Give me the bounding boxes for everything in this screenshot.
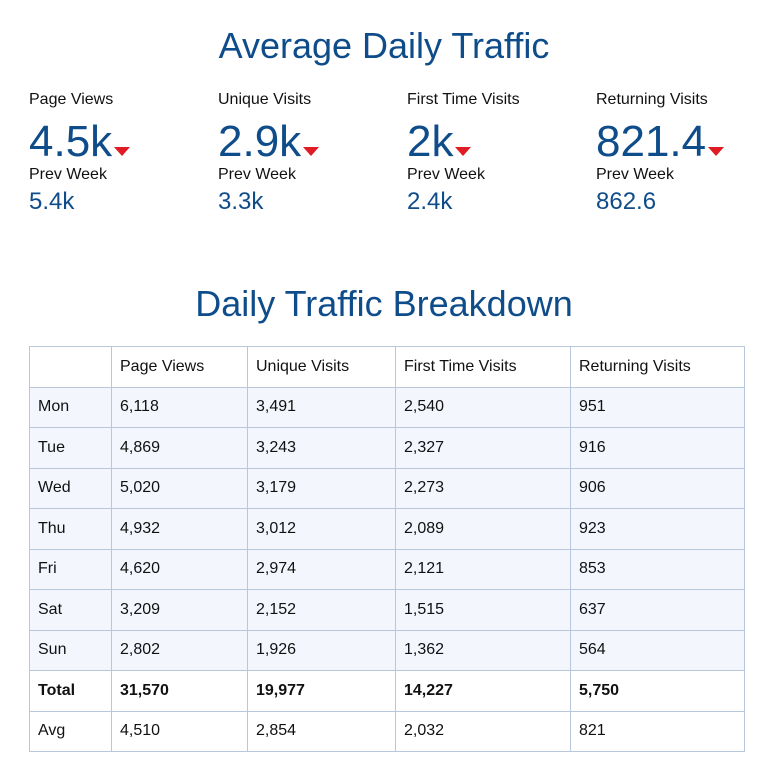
table-cell: 906 [570,467,745,509]
table-total-row: Total 31,570 19,977 14,227 5,750 [29,670,745,712]
daily-traffic-table: Page Views Unique Visits First Time Visi… [29,346,745,752]
prev-week-label: Prev Week [407,166,485,183]
table-cell: Sat [29,589,112,631]
metric-returning-visits: Returning Visits 821.4 Prev Week 862.6 [596,91,768,215]
table-cell: 19,977 [247,670,396,712]
table-cell: 3,209 [111,589,248,631]
table-cell: Avg [29,710,112,752]
metric-value-row: 4.5k [29,118,209,164]
table-cell: 5,020 [111,467,248,509]
table-cell: 923 [570,508,745,550]
metric-value: 821.4 [596,117,707,166]
table-cell: 3,179 [247,467,396,509]
header-cell-page-views: Page Views [111,346,248,388]
prev-week-value: 862.6 [596,188,657,215]
table-cell: 4,620 [111,548,248,590]
table-row: Tue 4,869 3,243 2,327 916 [29,427,745,469]
prev-week-value: 5.4k [29,188,75,215]
prev-week-value: 2.4k [407,188,453,215]
table-cell: 2,327 [395,427,571,469]
header-cell-day [29,346,112,388]
metric-label: Page Views [29,91,114,108]
table-cell: 916 [570,427,745,469]
table-cell: 2,273 [395,467,571,509]
table-cell: 4,869 [111,427,248,469]
metric-unique-visits: Unique Visits 2.9k Prev Week 3.3k [218,91,398,215]
table-row: Sun 2,802 1,926 1,362 564 [29,629,745,671]
metric-value-row: 2k [407,118,587,164]
down-triangle-icon [708,147,725,156]
prev-week-label: Prev Week [596,166,674,183]
table-row: Thu 4,932 3,012 2,089 923 [29,508,745,550]
table-avg-row: Avg 4,510 2,854 2,032 821 [29,710,745,752]
metric-first-time-visits: First Time Visits 2k Prev Week 2.4k [407,91,587,215]
table-row: Mon 6,118 3,491 2,540 951 [29,386,745,428]
table-cell: 821 [570,710,745,752]
table-cell: 637 [570,589,745,631]
header-cell-unique-visits: Unique Visits [247,346,396,388]
average-daily-traffic-title: Average Daily Traffic [218,25,550,66]
metric-label: Unique Visits [218,91,312,108]
table-cell: 3,012 [247,508,396,550]
table-row: Wed 5,020 3,179 2,273 906 [29,467,745,509]
table-cell: 3,243 [247,427,396,469]
table-cell: Tue [29,427,112,469]
table-cell: 2,152 [247,589,396,631]
metric-value-row: 2.9k [218,118,398,164]
table-cell: 4,510 [111,710,248,752]
table-cell: 3,491 [247,386,396,428]
prev-week-label: Prev Week [29,166,107,183]
table-cell: 1,926 [247,629,396,671]
down-triangle-icon [455,147,472,156]
down-triangle-icon [303,147,320,156]
prev-week-label: Prev Week [218,166,296,183]
table-cell: 2,802 [111,629,248,671]
metric-label: First Time Visits [407,91,520,108]
table-cell: 564 [570,629,745,671]
table-cell: Total [29,670,112,712]
table-header-row: Page Views Unique Visits First Time Visi… [29,346,745,388]
table-cell: 1,362 [395,629,571,671]
metric-value: 4.5k [29,117,113,166]
table-cell: 31,570 [111,670,248,712]
table-cell: Wed [29,467,112,509]
metric-label: Returning Visits [596,91,708,108]
table-cell: 2,032 [395,710,571,752]
header-cell-returning-visits: Returning Visits [570,346,745,388]
table-cell: Thu [29,508,112,550]
table-cell: Mon [29,386,112,428]
daily-traffic-breakdown-title: Daily Traffic Breakdown [195,283,573,324]
metric-value-row: 821.4 [596,118,768,164]
table-cell: 1,515 [395,589,571,631]
table-cell: Fri [29,548,112,590]
table-row: Sat 3,209 2,152 1,515 637 [29,589,745,631]
table-cell: 6,118 [111,386,248,428]
table-cell: 2,540 [395,386,571,428]
table-cell: 2,121 [395,548,571,590]
metric-value: 2k [407,117,454,166]
table-cell: 14,227 [395,670,571,712]
table-cell: 5,750 [570,670,745,712]
table-cell: Sun [29,629,112,671]
prev-week-value: 3.3k [218,188,264,215]
down-triangle-icon [114,147,131,156]
header-cell-first-time-visits: First Time Visits [395,346,571,388]
table-cell: 4,932 [111,508,248,550]
metric-page-views: Page Views 4.5k Prev Week 5.4k [29,91,209,215]
table-cell: 2,974 [247,548,396,590]
table-cell: 853 [570,548,745,590]
table-cell: 2,089 [395,508,571,550]
metric-value: 2.9k [218,117,302,166]
table-cell: 951 [570,386,745,428]
table-row: Fri 4,620 2,974 2,121 853 [29,548,745,590]
table-cell: 2,854 [247,710,396,752]
